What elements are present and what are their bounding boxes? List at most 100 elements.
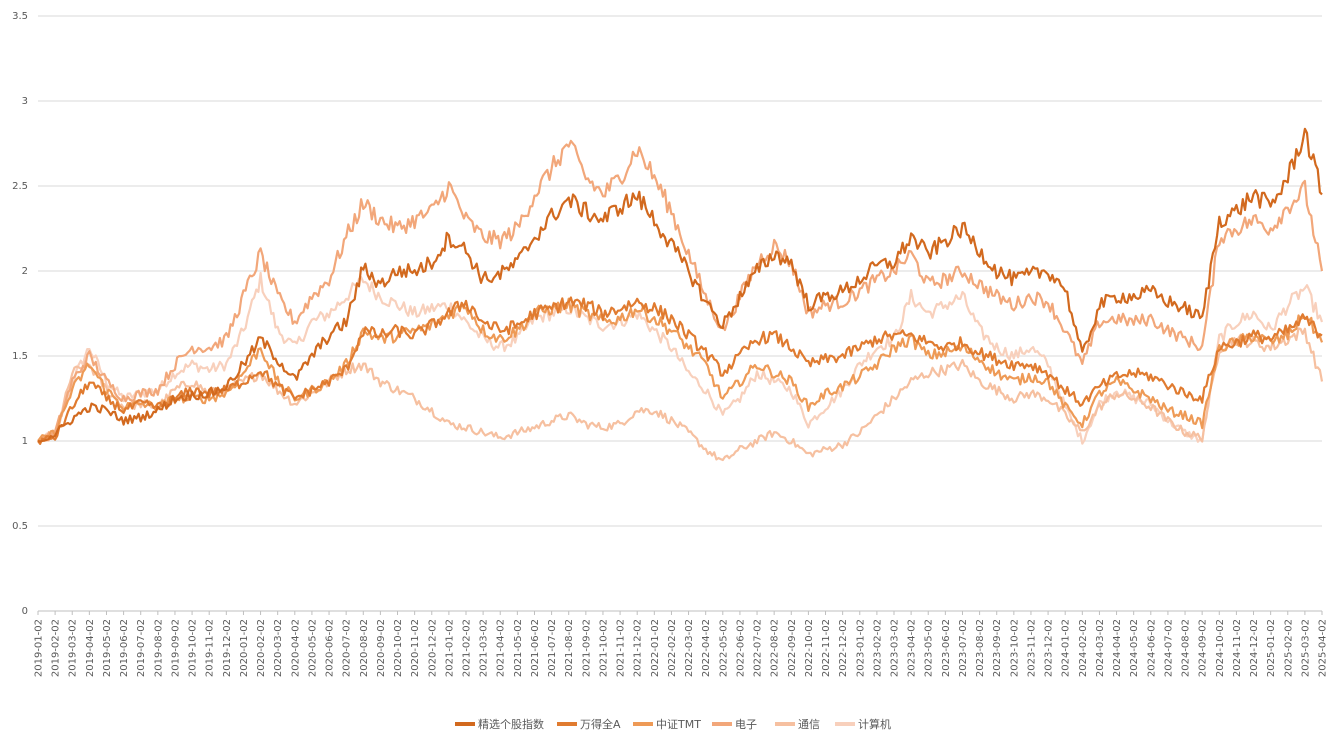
x-tick-label: 2023-01-02	[855, 619, 866, 677]
x-axis: 2019-01-02 2019-02-02 2019-03-02 2019-04-02…	[34, 610, 1329, 677]
x-tick-label: 2022-10-02	[804, 619, 815, 677]
y-axis: 0 0.5 1 1.5 2 2.5 3 3.5	[12, 11, 28, 617]
x-tick-label: 2024-05-02	[1129, 619, 1140, 677]
x-tick-label: 2019-05-02	[102, 619, 113, 677]
x-tick-label: 2021-04-02	[496, 619, 507, 677]
x-tick-label: 2023-11-02	[1026, 619, 1037, 677]
x-tick-label: 2020-01-02	[239, 619, 250, 677]
x-tick-label: 2019-04-02	[85, 619, 96, 677]
x-tick-label: 2019-03-02	[68, 619, 79, 677]
x-tick-label: 2020-06-02	[325, 619, 336, 677]
x-tick-label: 2022-12-02	[838, 619, 849, 677]
x-tick-label: 2022-01-02	[650, 619, 661, 677]
series-line	[37, 271, 1324, 445]
x-tick-label: 2020-08-02	[359, 619, 370, 677]
x-tick-label: 2022-04-02	[701, 619, 712, 677]
x-tick-label: 2024-09-02	[1198, 619, 1209, 677]
x-tick-label: 2020-07-02	[342, 619, 353, 677]
x-tick-label: 2022-06-02	[735, 619, 746, 677]
legend: 精选个股指数 万得全A 中证TMT 电子 通信 计算机	[455, 717, 891, 731]
x-tick-label: 2023-05-02	[924, 619, 935, 677]
x-tick-label: 2019-02-02	[51, 619, 62, 677]
legend-label: 通信	[798, 718, 820, 731]
x-tick-label: 2021-03-02	[479, 619, 490, 677]
x-tick-label: 2023-02-02	[872, 619, 883, 677]
x-tick-label: 2021-12-02	[633, 619, 644, 677]
x-tick-label: 2023-06-02	[941, 619, 952, 677]
x-tick-label: 2021-09-02	[581, 619, 592, 677]
y-tick-label: 1.5	[12, 351, 28, 362]
x-tick-label: 2025-03-02	[1300, 619, 1311, 677]
x-tick-label: 2023-12-02	[1044, 619, 1055, 677]
x-tick-label: 2024-01-02	[1061, 619, 1072, 677]
x-tick-label: 2024-08-02	[1181, 619, 1192, 677]
x-tick-label: 2020-12-02	[427, 619, 438, 677]
x-tick-label: 2021-07-02	[547, 619, 558, 677]
x-tick-label: 2019-06-02	[119, 619, 130, 677]
x-tick-label: 2025-04-02	[1318, 619, 1329, 677]
x-tick-label: 2019-11-02	[205, 619, 216, 677]
series-line	[37, 127, 1323, 443]
x-tick-label: 2024-10-02	[1215, 619, 1226, 677]
x-tick-label: 2024-04-02	[1112, 619, 1123, 677]
x-tick-label: 2023-08-02	[975, 619, 986, 677]
x-tick-label: 2019-08-02	[153, 619, 164, 677]
x-tick-label: 2020-04-02	[290, 619, 301, 677]
x-tick-label: 2022-02-02	[667, 619, 678, 677]
x-tick-label: 2022-03-02	[684, 619, 695, 677]
y-tick-label: 2	[22, 266, 28, 277]
series-line	[37, 296, 1323, 445]
x-tick-label: 2024-11-02	[1232, 619, 1243, 677]
x-tick-label: 2021-02-02	[462, 619, 473, 677]
x-tick-label: 2019-10-02	[188, 619, 199, 677]
x-tick-label: 2021-01-02	[444, 619, 455, 677]
x-tick-label: 2024-03-02	[1095, 619, 1106, 677]
x-tick-label: 2023-10-02	[1009, 619, 1020, 677]
x-tick-label: 2023-09-02	[992, 619, 1003, 677]
x-tick-label: 2024-02-02	[1078, 619, 1089, 677]
y-tick-label: 0	[22, 606, 28, 617]
legend-label: 电子	[735, 718, 757, 731]
x-tick-label: 2022-11-02	[821, 619, 832, 677]
x-tick-label: 2021-06-02	[530, 619, 541, 677]
x-tick-label: 2019-07-02	[136, 619, 147, 677]
x-tick-label: 2019-01-02	[34, 619, 45, 677]
legend-label: 中证TMT	[656, 718, 701, 731]
x-tick-label: 2022-08-02	[770, 619, 781, 677]
y-tick-label: 2.5	[12, 181, 28, 192]
x-tick-label: 2024-12-02	[1249, 619, 1260, 677]
x-tick-label: 2022-07-02	[753, 619, 764, 677]
x-tick-label: 2022-05-02	[718, 619, 729, 677]
series-lines	[37, 127, 1324, 462]
series-line	[37, 139, 1324, 443]
legend-label: 万得全A	[580, 717, 621, 731]
x-tick-label: 2021-05-02	[513, 619, 524, 677]
x-tick-label: 2020-09-02	[376, 619, 387, 677]
x-tick-label: 2023-03-02	[890, 619, 901, 677]
y-tick-label: 1	[22, 436, 28, 447]
y-tick-label: 0.5	[12, 521, 28, 532]
legend-label: 精选个股指数	[478, 717, 544, 731]
series-line	[37, 327, 1324, 462]
y-tick-label: 3	[22, 96, 28, 107]
x-tick-label: 2019-09-02	[170, 619, 181, 677]
x-tick-label: 2025-01-02	[1266, 619, 1277, 677]
x-tick-label: 2025-02-02	[1283, 619, 1294, 677]
x-tick-label: 2019-12-02	[222, 619, 233, 677]
gridlines	[38, 15, 1322, 612]
y-tick-label: 3.5	[12, 11, 28, 22]
x-tick-label: 2020-10-02	[393, 619, 404, 677]
x-tick-label: 2021-10-02	[598, 619, 609, 677]
x-tick-label: 2020-11-02	[410, 619, 421, 677]
x-tick-label: 2023-07-02	[958, 619, 969, 677]
x-tick-label: 2023-04-02	[907, 619, 918, 677]
x-tick-label: 2022-09-02	[787, 619, 798, 677]
x-tick-label: 2020-03-02	[273, 619, 284, 677]
x-tick-label: 2020-02-02	[256, 619, 267, 677]
x-tick-label: 2021-08-02	[564, 619, 575, 677]
legend-label: 计算机	[858, 717, 891, 731]
x-tick-label: 2021-11-02	[616, 619, 627, 677]
x-tick-label: 2024-06-02	[1146, 619, 1157, 677]
x-tick-label: 2024-07-02	[1163, 619, 1174, 677]
